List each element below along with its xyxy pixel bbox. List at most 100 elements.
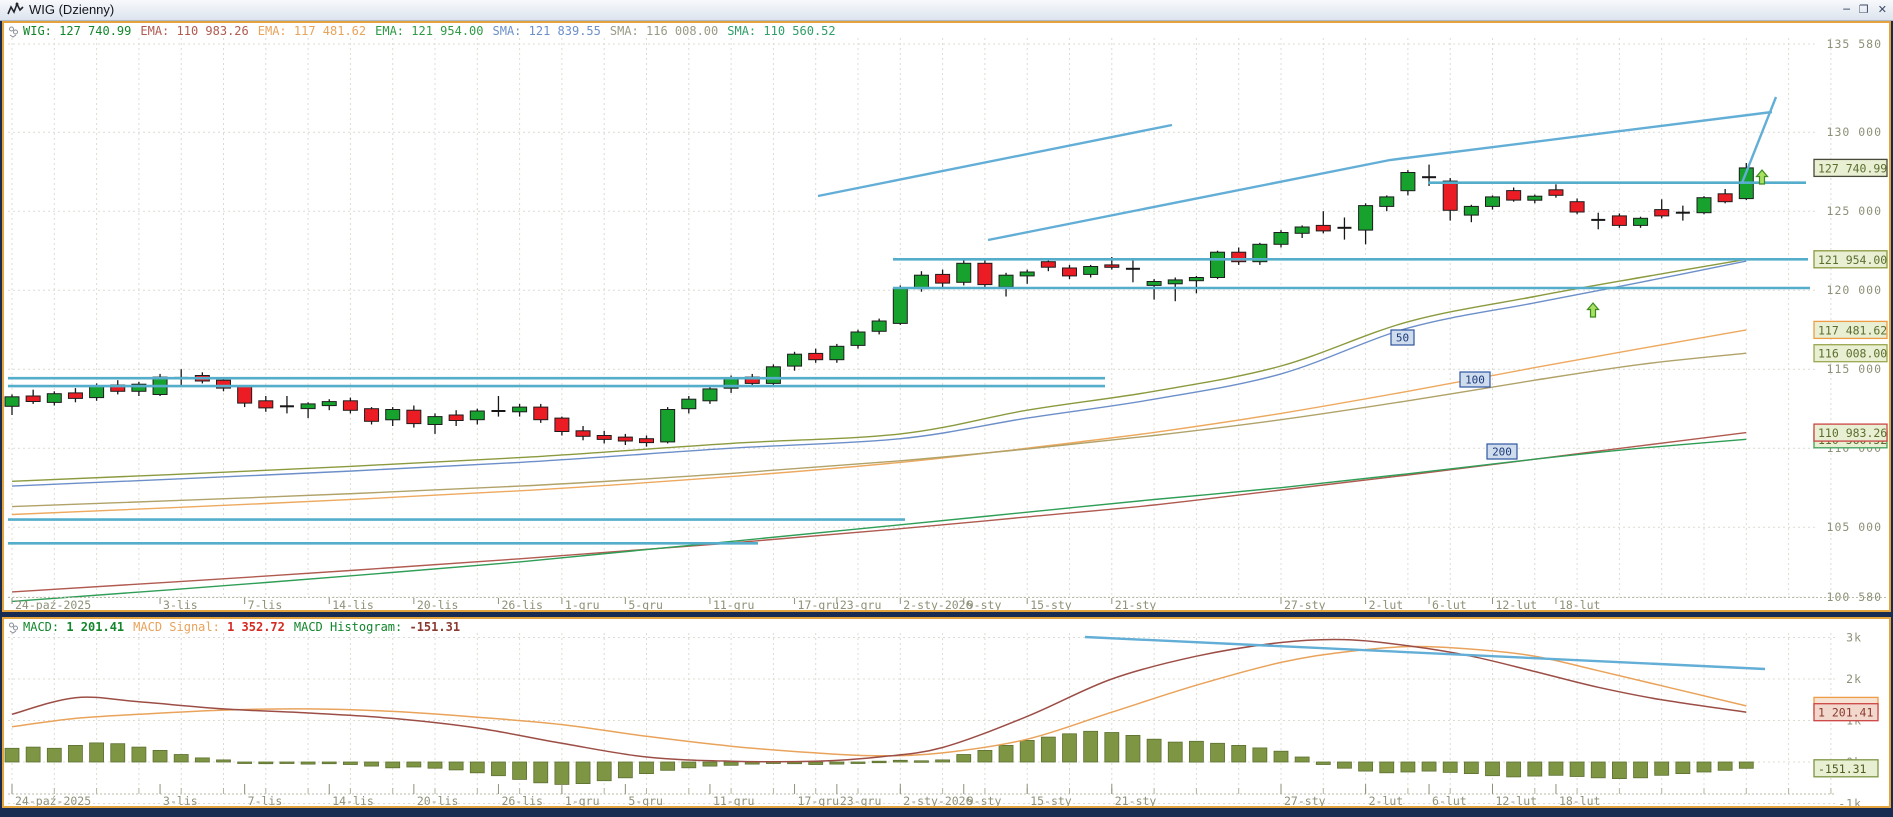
svg-text:200: 200 [1492, 446, 1512, 459]
price-chart-plot[interactable]: 50 100 200 135 580 130 000 125 000 120 000 115 … [4, 23, 1889, 610]
svg-text:26-lis: 26-lis [501, 794, 543, 806]
macd-panel: MACD: 1 201.41 MACD Signal: 1 352.72 MACD … [2, 617, 1891, 808]
svg-text:26-lis: 26-lis [501, 598, 543, 610]
legend-item: EMA: 117 481.62 [257, 24, 367, 38]
svg-text:-1k: -1k [1838, 797, 1862, 807]
svg-text:2-lut: 2-lut [1369, 794, 1404, 806]
svg-text:2-lut: 2-lut [1369, 598, 1404, 610]
window-controls: ─ ❐ ✕ [1843, 1, 1887, 18]
indicator-legend: WIG: 127 740.99 EMA: 110 983.26 EMA: 117 4… [23, 24, 845, 38]
svg-text:127 740.99: 127 740.99 [1818, 161, 1887, 175]
svg-text:11-gru: 11-gru [713, 598, 755, 610]
minimize-button[interactable]: ─ [1843, 3, 1850, 16]
svg-text:117 481.62: 117 481.62 [1818, 323, 1887, 337]
legend-item: MACD Signal: 1 352.72 [133, 620, 285, 634]
ma-line-EMA-121954 [11, 258, 1747, 482]
ma-period-tags: 50 100 200 [1390, 329, 1518, 460]
price-grid [8, 38, 1832, 598]
svg-text:110 983.26: 110 983.26 [1818, 426, 1887, 440]
legend-item: WIG: 127 740.99 [23, 24, 132, 38]
main-panel-header: WIG: 127 740.99 EMA: 110 983.26 EMA: 117 4… [7, 24, 845, 39]
ma-line-EMA-110983 [11, 431, 1747, 593]
svg-text:12-lut: 12-lut [1496, 794, 1538, 806]
svg-text:115 000: 115 000 [1827, 362, 1882, 376]
svg-text:23-gru: 23-gru [840, 794, 882, 806]
macd-trend-line[interactable] [1084, 635, 1766, 671]
svg-text:27-sty: 27-sty [1284, 794, 1326, 806]
close-button[interactable]: ✕ [1877, 3, 1887, 16]
macd-line [11, 638, 1747, 763]
svg-text:5-gru: 5-gru [628, 598, 663, 610]
svg-text:3-lis: 3-lis [163, 794, 198, 806]
svg-text:9-sty: 9-sty [967, 794, 1002, 806]
panel-splitter[interactable] [0, 612, 1893, 617]
restore-button[interactable]: ❐ [1858, 3, 1869, 16]
date-axis: 24-paź-2025 3-lis 7-lis 14-lis 20-lis 26-lis 1… [8, 597, 1886, 610]
svg-text:23-gru: 23-gru [840, 598, 882, 610]
svg-text:14-lis: 14-lis [332, 598, 374, 610]
svg-text:11-gru: 11-gru [713, 794, 755, 806]
ma-line-EMA-117481 [11, 329, 1747, 516]
legend-item: MACD: 1 201.41 [23, 620, 125, 634]
window-title: WIG (Dzienny) [29, 2, 115, 17]
svg-text:17-gru: 17-gru [798, 794, 840, 806]
svg-text:24-paź-2025: 24-paź-2025 [15, 794, 91, 806]
svg-text:20-lis: 20-lis [417, 598, 459, 610]
svg-text:50: 50 [1396, 332, 1409, 345]
svg-text:15-sty: 15-sty [1030, 598, 1072, 610]
svg-text:135 580: 135 580 [1827, 37, 1882, 51]
ma-line-SMA-50 [11, 260, 1747, 487]
panel-grip-icon[interactable] [7, 25, 20, 38]
macd-histogram [4, 730, 1754, 785]
trend-lines[interactable] [817, 96, 1778, 242]
svg-text:7-lis: 7-lis [248, 794, 283, 806]
macd-panel-header: MACD: 1 201.41 MACD Signal: 1 352.72 MACD … [7, 620, 469, 635]
legend-item: SMA: 116 008.00 [609, 24, 719, 38]
svg-text:21-sty: 21-sty [1115, 794, 1157, 806]
svg-text:20-lis: 20-lis [417, 794, 459, 806]
svg-text:125 000: 125 000 [1827, 204, 1882, 218]
svg-text:17-gru: 17-gru [798, 598, 840, 610]
svg-text:9-sty: 9-sty [967, 598, 1002, 610]
svg-text:105 000: 105 000 [1827, 520, 1882, 534]
macd-signal-line [11, 645, 1747, 757]
svg-text:3k: 3k [1846, 631, 1862, 645]
svg-text:1-gru: 1-gru [565, 794, 600, 806]
svg-text:120 000: 120 000 [1827, 283, 1882, 297]
legend-item: SMA: 121 839.55 [492, 24, 601, 38]
macd-date-axis: 24-paź-2025 3-lis 7-lis 14-lis 20-lis 26-lis 1… [8, 784, 1836, 806]
svg-text:15-sty: 15-sty [1030, 794, 1072, 806]
svg-text:27-sty: 27-sty [1284, 598, 1326, 610]
svg-text:116 008.00: 116 008.00 [1818, 347, 1887, 361]
svg-text:130 000: 130 000 [1827, 125, 1882, 139]
svg-text:18-lut: 18-lut [1559, 794, 1601, 806]
svg-text:24-paź-2025: 24-paź-2025 [15, 598, 91, 610]
macd-lines [11, 638, 1747, 763]
buy-signal-arrows [1586, 169, 1769, 318]
svg-text:2-sty-2026: 2-sty-2026 [903, 794, 972, 806]
moving-averages [11, 258, 1747, 603]
svg-text:2k: 2k [1846, 672, 1862, 686]
legend-item: EMA: 121 954.00 [375, 24, 484, 38]
svg-text:6-lut: 6-lut [1432, 598, 1467, 610]
svg-text:6-lut: 6-lut [1432, 794, 1467, 806]
candles-layer [4, 163, 1754, 447]
title-bar[interactable]: WIG (Dzienny) ─ ❐ ✕ [0, 0, 1893, 21]
chart-line-icon [7, 2, 24, 15]
legend-item: SMA: 110 560.52 [727, 24, 836, 38]
support-resistance-lines[interactable] [8, 181, 1810, 545]
svg-text:1 201.41: 1 201.41 [1818, 706, 1873, 720]
macd-plot[interactable]: 3k2k1k0k-1k1 201.41-151.3124-paź-20253-l… [4, 619, 1889, 806]
svg-text:14-lis: 14-lis [332, 794, 374, 806]
svg-text:3-lis: 3-lis [163, 598, 198, 610]
panel-grip-icon[interactable] [7, 621, 20, 634]
svg-text:2-sty-2026: 2-sty-2026 [903, 598, 972, 610]
svg-text:5-gru: 5-gru [628, 794, 663, 806]
macd-value-boxes: 1 201.41 -151.31 [1813, 696, 1879, 778]
svg-text:-151.31: -151.31 [1818, 762, 1867, 776]
legend-item: MACD Histogram: -151.31 [293, 620, 461, 634]
macd-legend: MACD: 1 201.41 MACD Signal: 1 352.72 MACD … [23, 620, 469, 634]
